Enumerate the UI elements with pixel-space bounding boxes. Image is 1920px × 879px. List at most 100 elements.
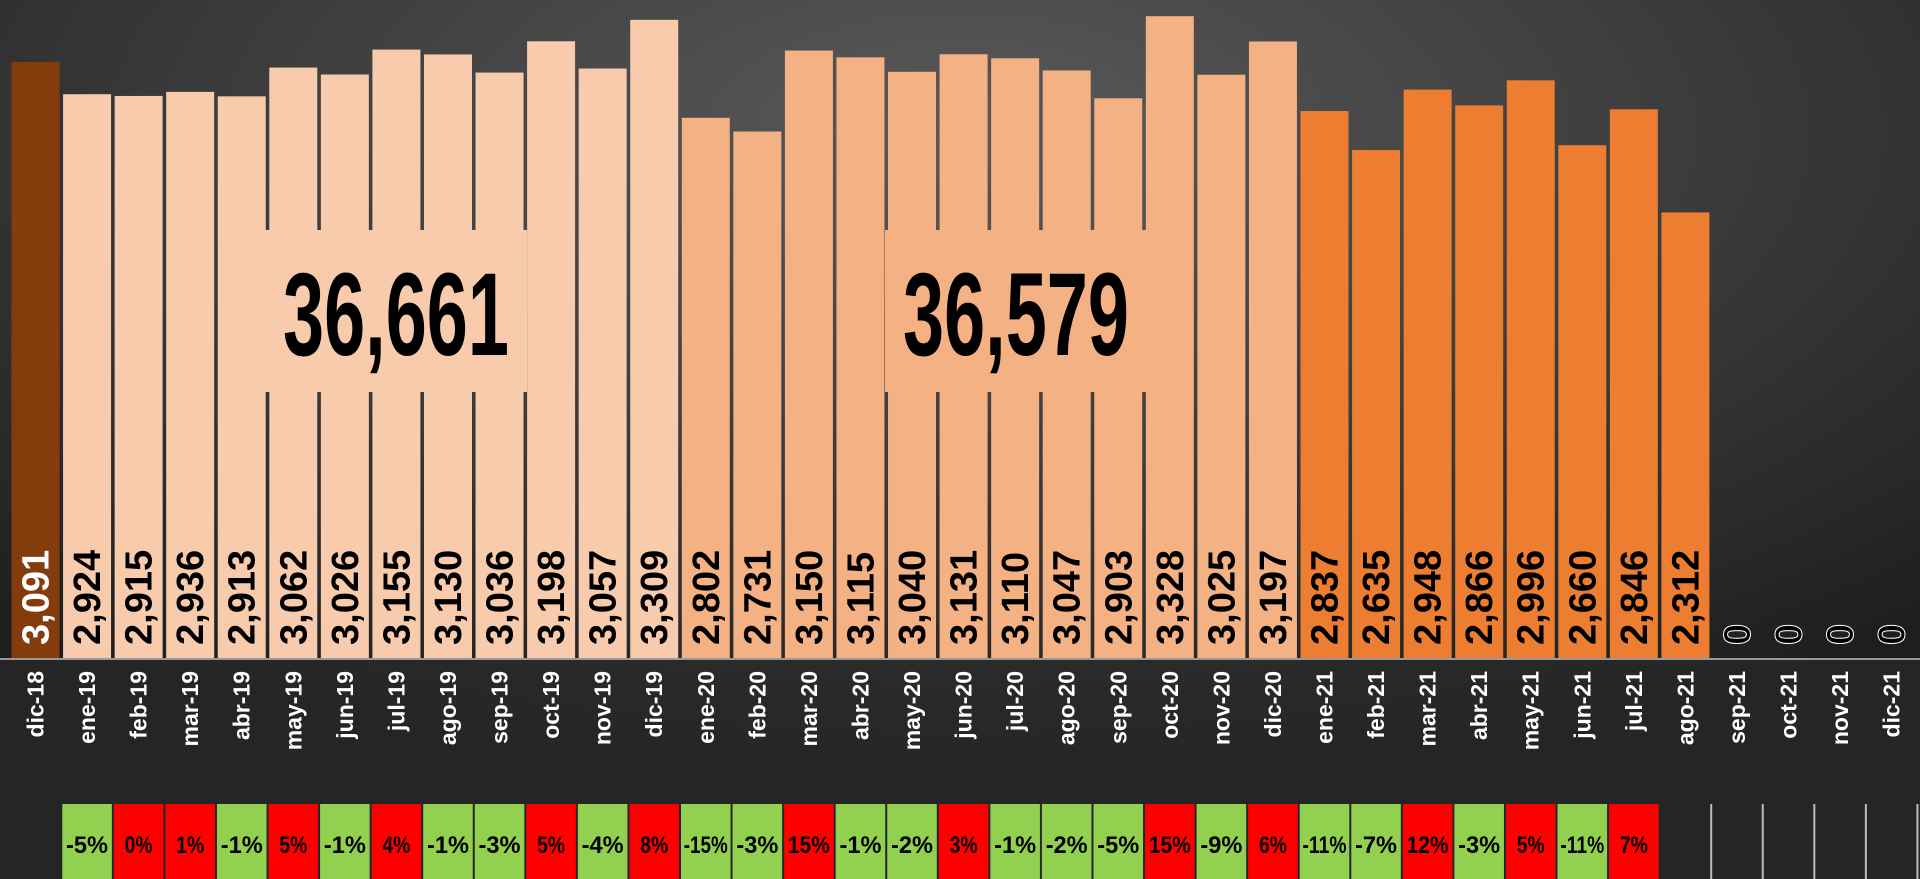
change-cell <box>1145 804 1195 879</box>
bar <box>1558 145 1607 660</box>
value-label: 2,837 <box>1305 550 1347 645</box>
x-tick-label: feb-20 <box>744 671 770 739</box>
value-label: 3,130 <box>428 550 470 645</box>
bar <box>1145 16 1194 659</box>
value-label: 3,062 <box>273 550 315 645</box>
x-tick-label: jun-19 <box>332 671 358 740</box>
change-label: -1% <box>839 832 881 859</box>
change-label: -3% <box>736 832 778 859</box>
x-tick-label: dic-21 <box>1879 671 1905 738</box>
bar <box>1403 89 1452 659</box>
x-tick-label: ago-21 <box>1672 671 1698 745</box>
change-cell <box>887 804 937 879</box>
x-tick-label: ene-19 <box>74 671 100 744</box>
bar <box>217 96 266 659</box>
bar <box>630 19 679 660</box>
bar <box>63 94 112 660</box>
change-cell <box>526 804 576 879</box>
value-label: 3,040 <box>892 550 934 645</box>
change-cell <box>1351 804 1401 879</box>
value-label: 0 <box>1769 624 1811 645</box>
change-cell <box>1299 804 1350 879</box>
x-tick-label: sep-21 <box>1724 671 1750 744</box>
x-tick-label: abr-21 <box>1466 671 1492 740</box>
value-label: 3,036 <box>480 550 522 645</box>
value-label: 2,731 <box>737 550 779 645</box>
change-label: 5% <box>1517 832 1545 859</box>
change-cell <box>681 804 731 879</box>
change-cell <box>732 804 783 879</box>
bar <box>836 57 885 659</box>
change-label: -3% <box>1458 832 1500 859</box>
change-label: -1% <box>427 832 469 859</box>
x-tick-label: jul-20 <box>1002 671 1028 732</box>
x-tick-label: may-19 <box>280 671 306 750</box>
change-label: -15% <box>684 832 728 859</box>
x-tick-label: mar-19 <box>177 671 203 746</box>
value-label: 2,913 <box>222 550 264 645</box>
change-cell <box>1196 804 1247 879</box>
annotation: 36,579 <box>903 249 1129 381</box>
bar <box>1609 109 1658 659</box>
value-label: 0 <box>1717 624 1759 645</box>
x-tick-label: feb-19 <box>126 671 152 739</box>
value-label: 2,312 <box>1665 550 1707 645</box>
bar <box>1506 80 1555 659</box>
value-label: 2,996 <box>1511 550 1553 645</box>
bar <box>114 95 163 660</box>
x-tick-label: sep-19 <box>487 671 513 744</box>
change-label: 1% <box>176 832 204 859</box>
change-label: -5% <box>66 832 108 859</box>
value-label: 3,155 <box>376 550 418 645</box>
value-label: 3,309 <box>634 550 676 645</box>
x-tick-label: may-20 <box>899 671 925 750</box>
value-label: 2,802 <box>686 550 728 645</box>
x-tick-label: mar-21 <box>1415 671 1441 747</box>
bar <box>1455 105 1504 659</box>
change-cell <box>165 804 215 879</box>
bar <box>11 61 60 660</box>
change-label: 5% <box>279 832 307 859</box>
x-tick-label: nov-19 <box>590 671 616 745</box>
change-label: -1% <box>221 832 263 859</box>
annotation-box <box>265 230 527 392</box>
bar <box>784 50 833 659</box>
change-label: 4% <box>382 832 410 859</box>
change-label: -2% <box>1046 832 1088 859</box>
x-tick-label: oct-20 <box>1157 671 1183 739</box>
value-label: 2,936 <box>170 550 212 645</box>
x-tick-label: jun-20 <box>951 671 977 740</box>
change-cell <box>835 804 886 879</box>
change-label: -5% <box>1097 832 1139 859</box>
change-cell <box>990 804 1040 879</box>
value-label: 3,328 <box>1150 550 1192 645</box>
x-tick-label: ago-20 <box>1054 671 1080 745</box>
value-label: 2,866 <box>1459 550 1501 645</box>
change-cell <box>423 804 473 879</box>
change-label: 0% <box>125 832 153 859</box>
change-label: 6% <box>1259 832 1287 859</box>
x-tick-label: nov-21 <box>1827 671 1853 745</box>
x-tick-label: sep-20 <box>1105 671 1131 744</box>
bar <box>733 131 782 660</box>
annotation-box <box>885 230 1147 392</box>
bar <box>1300 111 1349 659</box>
change-label: -1% <box>994 832 1036 859</box>
change-cell <box>938 804 989 879</box>
bar <box>527 41 576 659</box>
value-label: 3,131 <box>944 550 986 645</box>
value-label: 2,846 <box>1614 550 1656 645</box>
value-label: 3,150 <box>789 550 831 645</box>
change-cell <box>474 804 525 879</box>
value-label: 3,057 <box>583 550 625 645</box>
value-label: 0 <box>1872 624 1914 645</box>
value-label: 2,924 <box>67 550 109 645</box>
change-label: -3% <box>479 832 521 859</box>
x-tick-label: ago-19 <box>435 671 461 745</box>
value-label: 3,026 <box>325 550 367 645</box>
value-label: 2,635 <box>1356 550 1398 645</box>
change-cell <box>629 804 679 879</box>
x-tick-label: ene-20 <box>693 671 719 744</box>
value-label: 2,660 <box>1562 550 1604 645</box>
